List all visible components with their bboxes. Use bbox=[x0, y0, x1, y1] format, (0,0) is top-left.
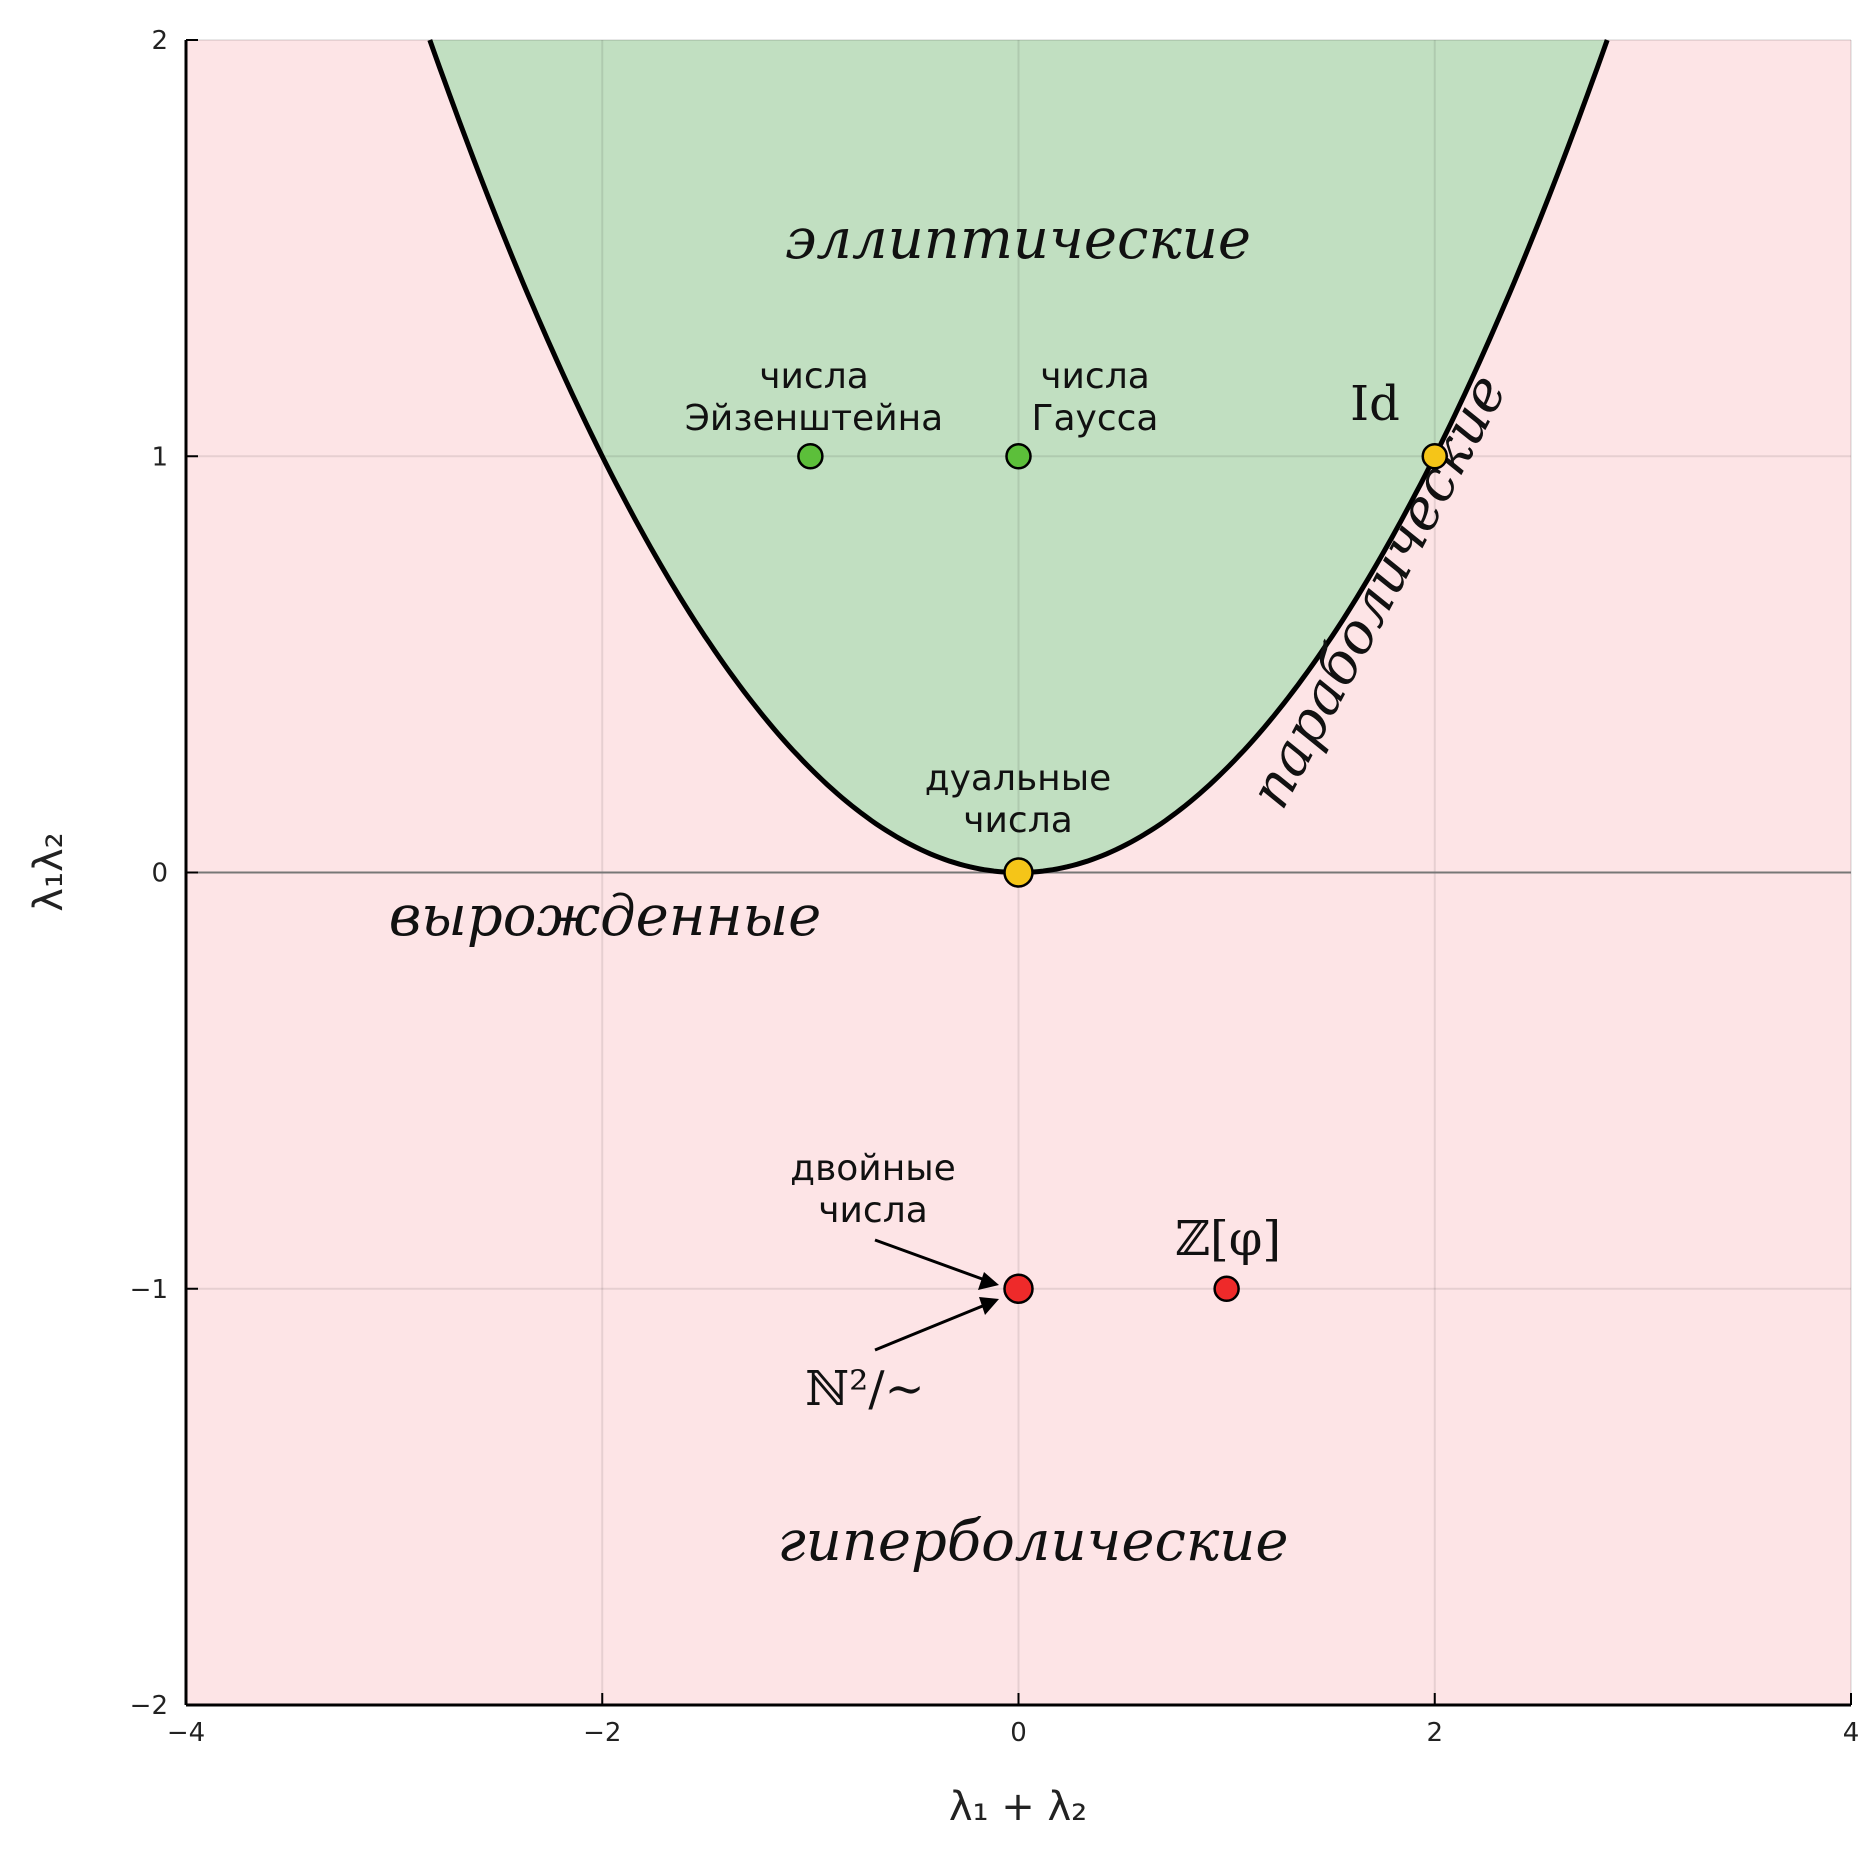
x-axis-title: λ₁ + λ₂ bbox=[949, 1784, 1087, 1830]
point-label-dual-line1: дуальные bbox=[925, 758, 1112, 799]
annotation-arrows bbox=[874, 1238, 999, 1352]
point-label-eisenstein-line2: Эйзенштейна bbox=[685, 398, 943, 439]
point-marker bbox=[797, 443, 824, 470]
point-label-dual-line2: числа bbox=[963, 800, 1073, 841]
label-n2-quotient: ℕ²/∼ bbox=[805, 1361, 925, 1417]
y-axis-title: λ₁λ₂ bbox=[26, 832, 72, 911]
x-tick-label: 0 bbox=[1010, 1718, 1027, 1748]
arrow-n2-head bbox=[979, 1297, 999, 1315]
point-marker bbox=[1421, 443, 1448, 470]
point-marker bbox=[1003, 857, 1034, 888]
point-label-gauss-line1: числа bbox=[1040, 356, 1150, 397]
point-marker bbox=[1003, 1273, 1034, 1304]
region-label-degenerate: вырожденные bbox=[389, 884, 822, 949]
point-marker bbox=[1005, 443, 1032, 470]
point-label-double-line2: числа bbox=[818, 1190, 928, 1231]
x-tick-label: 4 bbox=[1843, 1718, 1860, 1748]
y-tick-label: −2 bbox=[130, 1691, 168, 1721]
points bbox=[797, 443, 1448, 1304]
arrow-dual-numbers bbox=[874, 1238, 986, 1282]
region-label-elliptic: эллиптические bbox=[785, 207, 1251, 272]
point-label-double-line1: двойные bbox=[790, 1148, 956, 1189]
y-tick-label: 2 bbox=[151, 26, 168, 56]
point-label-z-phi: ℤ[φ] bbox=[1175, 1211, 1281, 1267]
point-labels: числа Эйзенштейна числа Гаусса Id дуальн… bbox=[685, 356, 1400, 1417]
point-marker bbox=[1213, 1275, 1240, 1302]
y-tick-label: 0 bbox=[151, 859, 168, 889]
arrow-dual-numbers-head bbox=[978, 1272, 999, 1290]
point-label-eisenstein-line1: числа bbox=[759, 356, 869, 397]
region-label-hyperbolic: гиперболические bbox=[777, 1509, 1288, 1574]
point-label-gauss-line2: Гаусса bbox=[1032, 398, 1159, 439]
y-tick-label: −1 bbox=[130, 1275, 168, 1305]
x-tick-label: 2 bbox=[1426, 1718, 1443, 1748]
x-tick-label: −4 bbox=[167, 1718, 205, 1748]
point-label-id: Id bbox=[1350, 376, 1400, 432]
arrow-n2 bbox=[874, 1303, 986, 1352]
y-tick-label: 1 bbox=[151, 442, 168, 472]
x-tick-label: −2 bbox=[583, 1718, 621, 1748]
